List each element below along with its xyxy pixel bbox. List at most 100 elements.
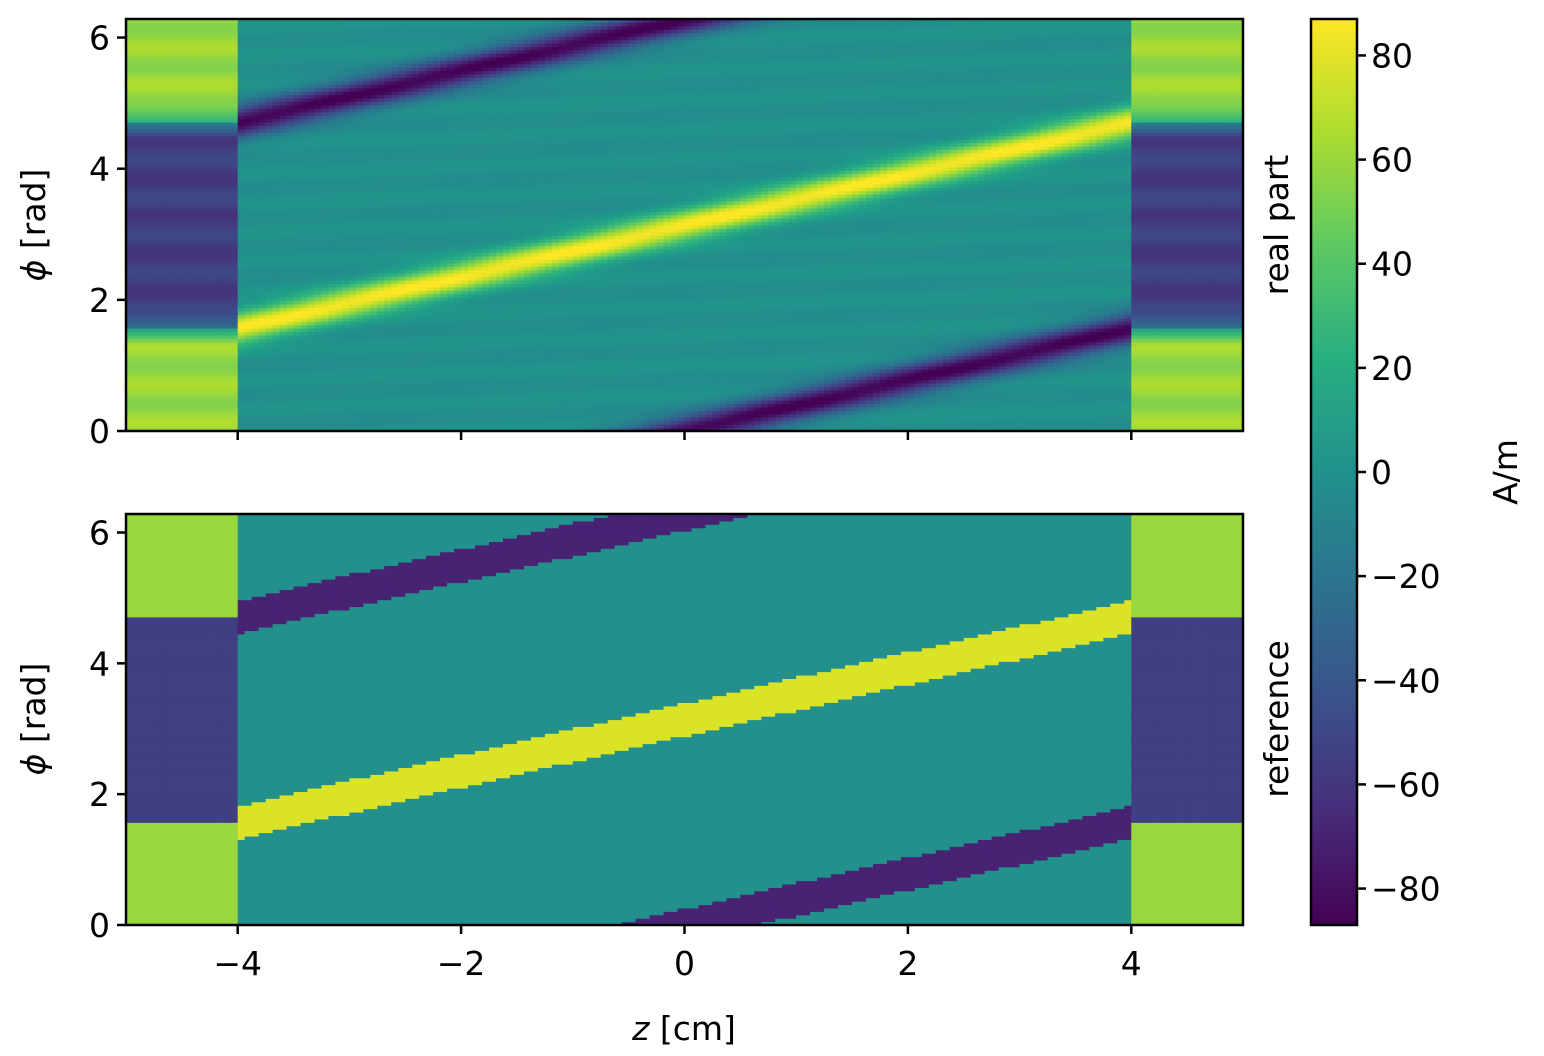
- heatmap-cell: [265, 39, 274, 44]
- heatmap-cell: [377, 104, 385, 109]
- heatmap-cell: [126, 87, 134, 92]
- heatmap-cell: [160, 307, 169, 312]
- heatmap-cell: [209, 94, 218, 99]
- heatmap-cell: [356, 170, 364, 175]
- heatmap-cell: [139, 170, 148, 175]
- heatmap-cell: [349, 242, 357, 247]
- heatmap-cell: [126, 400, 134, 405]
- heatmap-cell: [167, 249, 176, 254]
- heatmap-cell: [286, 32, 295, 37]
- heatmap-cell: [363, 266, 371, 271]
- heatmap-cell: [181, 358, 190, 363]
- heatmap-cell: [126, 417, 134, 422]
- heatmap-cell: [244, 49, 253, 54]
- heatmap-cell: [195, 269, 204, 274]
- heatmap-cell: [223, 190, 232, 195]
- heatmap-cell: [216, 221, 225, 226]
- heatmap-cell: [370, 279, 378, 284]
- heatmap-cell: [335, 321, 344, 326]
- heatmap-cell: [398, 362, 406, 367]
- heatmap-cell: [209, 139, 218, 144]
- heatmap-cell: [377, 259, 385, 264]
- heatmap-cell: [223, 293, 232, 298]
- heatmap-cell: [244, 273, 253, 278]
- heatmap-cell: [377, 355, 385, 360]
- heatmap-cell: [223, 163, 232, 168]
- heatmap-cell: [335, 91, 344, 96]
- heatmap-cell: [286, 427, 295, 431]
- heatmap-cell: [272, 307, 281, 312]
- heatmap-cell: [363, 63, 371, 68]
- heatmap-cell: [405, 297, 413, 302]
- heatmap-cell: [405, 190, 413, 195]
- heatmap-cell: [132, 132, 141, 137]
- heatmap-cell: [139, 207, 148, 212]
- heatmap-cell: [370, 149, 378, 154]
- heatmap-cell: [174, 43, 183, 48]
- heatmap-cell: [216, 331, 225, 336]
- heatmap-cell: [391, 46, 399, 51]
- heatmap-cell: [286, 29, 295, 34]
- heatmap-cell: [342, 70, 350, 75]
- heatmap-cell: [314, 46, 323, 51]
- heatmap-cell: [272, 389, 281, 394]
- heatmap-cell: [237, 197, 246, 202]
- heatmap-cell: [188, 125, 197, 130]
- heatmap-cell: [139, 128, 148, 133]
- heatmap-cell: [244, 362, 253, 367]
- heatmap-cell: [167, 200, 176, 205]
- heatmap-cell: [195, 331, 204, 336]
- heatmap-cell: [335, 211, 344, 216]
- heatmap-cell: [258, 111, 267, 116]
- heatmap-cell: [314, 403, 323, 408]
- heatmap-cell: [251, 159, 260, 164]
- heatmap-cell: [251, 348, 260, 353]
- heatmap-cell: [209, 122, 218, 127]
- heatmap-cell: [126, 125, 134, 130]
- heatmap-cell: [167, 46, 176, 51]
- heatmap-cell: [202, 225, 211, 230]
- heatmap-cell: [370, 259, 378, 264]
- heatmap-cell: [349, 84, 357, 89]
- heatmap-cell: [244, 173, 253, 178]
- heatmap-cell: [237, 389, 246, 394]
- heatmap-cell: [314, 146, 323, 151]
- heatmap-cell: [223, 194, 232, 199]
- heatmap-cell: [335, 19, 344, 24]
- heatmap-cell: [209, 345, 218, 350]
- heatmap-cell: [384, 49, 392, 54]
- heatmap-cell: [139, 94, 148, 99]
- heatmap-cell: [377, 403, 385, 408]
- heatmap-cell: [202, 170, 211, 175]
- heatmap-cell: [286, 135, 295, 140]
- heatmap-cell: [412, 218, 420, 223]
- heatmap-cell: [230, 122, 239, 127]
- heatmap-cell: [160, 132, 169, 137]
- heatmap-cell: [265, 94, 274, 99]
- heatmap-cell: [405, 273, 413, 278]
- heatmap-cell: [216, 410, 225, 415]
- heatmap-cell: [160, 91, 169, 96]
- heatmap-cell: [314, 53, 323, 58]
- heatmap-cell: [195, 228, 204, 233]
- heatmap-cell: [300, 245, 309, 250]
- heatmap-cell: [160, 25, 169, 30]
- heatmap-cell: [363, 152, 371, 157]
- heatmap-cell: [174, 221, 183, 226]
- heatmap-cell: [230, 355, 239, 360]
- heatmap-cell: [126, 36, 134, 41]
- heatmap-cell: [356, 139, 364, 144]
- heatmap-cell: [139, 132, 148, 137]
- heatmap-cell: [202, 386, 211, 391]
- heatmap-cell: [384, 73, 392, 78]
- heatmap-cell: [321, 293, 330, 298]
- heatmap-cell: [209, 132, 218, 137]
- heatmap-cell: [195, 310, 204, 315]
- heatmap-cell: [391, 22, 399, 27]
- heatmap-cell: [146, 293, 155, 298]
- heatmap-cell: [328, 252, 337, 257]
- heatmap-cell: [181, 286, 190, 291]
- heatmap-cell: [265, 286, 274, 291]
- heatmap-cell: [216, 180, 225, 185]
- heatmap-cell: [195, 225, 204, 230]
